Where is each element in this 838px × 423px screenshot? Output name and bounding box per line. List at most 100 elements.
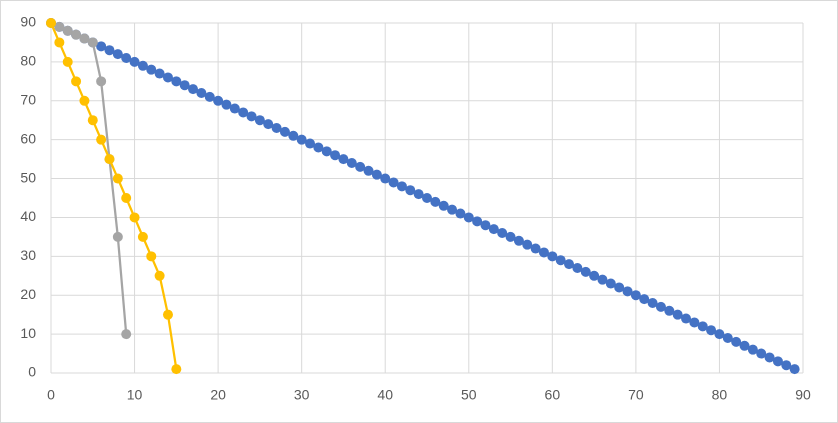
- data-point: [772, 356, 783, 367]
- y-tick-label: 70: [20, 91, 36, 107]
- data-point: [555, 255, 566, 266]
- data-point: [480, 220, 491, 231]
- data-point: [547, 251, 558, 262]
- data-point: [330, 150, 341, 161]
- data-point: [171, 76, 182, 87]
- series-line: [49, 22, 178, 370]
- x-tick-label: 70: [628, 387, 644, 403]
- data-point: [129, 212, 140, 223]
- x-tick-label: 40: [377, 387, 393, 403]
- data-point: [622, 286, 633, 297]
- data-point: [221, 99, 232, 110]
- data-point: [422, 193, 432, 203]
- data-point: [279, 126, 290, 137]
- data-point: [162, 309, 173, 320]
- data-point: [62, 25, 73, 36]
- data-point: [196, 88, 207, 98]
- data-point: [313, 142, 324, 153]
- data-point: [204, 91, 215, 102]
- data-point: [731, 336, 742, 347]
- data-point: [614, 282, 625, 293]
- data-point: [564, 259, 575, 270]
- data-point: [371, 169, 382, 180]
- y-tick-label: 50: [20, 169, 36, 185]
- y-tick-label: 20: [20, 286, 36, 302]
- y-tick-label: 80: [20, 53, 36, 69]
- data-point: [112, 231, 123, 242]
- data-point: [79, 33, 90, 44]
- data-point: [96, 76, 107, 87]
- y-tick-label: 90: [20, 14, 36, 30]
- data-point: [689, 317, 700, 328]
- data-point: [121, 329, 132, 340]
- data-point: [580, 266, 591, 277]
- data-point: [121, 53, 132, 63]
- x-tick-label: 80: [712, 387, 728, 403]
- data-point: [756, 348, 767, 359]
- data-point: [254, 115, 265, 126]
- series: [46, 18, 132, 340]
- data-point: [513, 235, 524, 246]
- data-point: [589, 270, 600, 281]
- data-point: [447, 204, 458, 215]
- data-point: [430, 196, 441, 207]
- data-point: [179, 80, 190, 91]
- data-point: [405, 185, 416, 196]
- data-point: [380, 173, 391, 184]
- data-point: [363, 165, 374, 176]
- data-point: [96, 41, 107, 52]
- data-point: [87, 37, 98, 48]
- y-tick-label: 40: [20, 208, 36, 224]
- data-point: [530, 243, 541, 254]
- data-point: [162, 72, 173, 83]
- y-tick-label: 60: [20, 130, 36, 146]
- data-point: [413, 189, 424, 200]
- data-point: [388, 177, 399, 188]
- x-tick-label: 0: [47, 387, 55, 403]
- data-point: [129, 56, 140, 67]
- data-point: [296, 134, 307, 145]
- data-point: [321, 146, 332, 157]
- y-tick-label: 10: [20, 325, 36, 341]
- data-point: [647, 298, 658, 308]
- data-point: [104, 154, 115, 165]
- data-point: [538, 247, 549, 258]
- plot-area: [46, 18, 800, 375]
- data-point: [246, 111, 257, 122]
- series: [46, 18, 182, 375]
- data-point: [54, 37, 65, 48]
- data-point: [346, 158, 357, 168]
- data-point: [789, 364, 800, 375]
- data-point: [229, 103, 240, 114]
- data-point: [112, 173, 123, 184]
- data-point: [522, 239, 533, 250]
- data-point: [146, 251, 157, 262]
- grid: [50, 22, 804, 374]
- data-point: [137, 231, 148, 242]
- data-point: [305, 138, 316, 149]
- x-tick-label: 50: [461, 387, 477, 403]
- data-point: [455, 208, 466, 219]
- data-point: [137, 60, 148, 71]
- data-point: [121, 193, 132, 203]
- data-point: [764, 352, 775, 363]
- data-point: [672, 309, 683, 320]
- data-point: [263, 119, 274, 130]
- data-point: [639, 294, 650, 305]
- data-point: [597, 274, 608, 285]
- data-point: [747, 344, 758, 355]
- data-point: [171, 364, 182, 375]
- data-point: [79, 95, 90, 106]
- y-tick-label: 0: [28, 364, 36, 380]
- x-tick-label: 90: [795, 387, 811, 403]
- data-point: [488, 224, 499, 235]
- data-point: [46, 18, 56, 28]
- data-point: [154, 68, 165, 79]
- data-point: [396, 181, 407, 192]
- data-point: [739, 340, 750, 351]
- data-point: [664, 305, 675, 316]
- data-point: [104, 45, 115, 56]
